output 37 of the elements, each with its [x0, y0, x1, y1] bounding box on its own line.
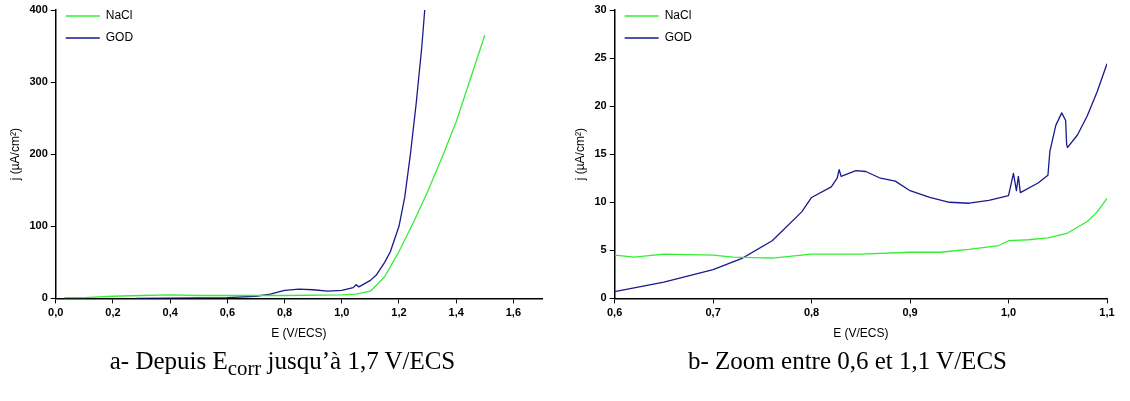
y-tick-label: 30 [594, 3, 607, 16]
legend-label: GOD [105, 30, 134, 45]
x-tick-label: 1,1 [1099, 306, 1115, 319]
y-tick-label: 0 [600, 291, 607, 304]
x-tick-label: 1,0 [334, 306, 350, 319]
y-axis-title: j (µA/cm²) [7, 128, 22, 182]
y-tick-label: 15 [594, 147, 607, 160]
x-tick-label: 1,6 [505, 306, 522, 319]
x-tick-label: 0,6 [606, 306, 623, 319]
x-tick-label: 0,9 [902, 306, 918, 319]
y-tick-label: 300 [29, 75, 48, 88]
y-tick-label: 20 [594, 99, 607, 112]
x-axis-title: E (V/ECS) [271, 326, 327, 341]
y-tick-label: 25 [594, 51, 607, 64]
x-tick-label: 0,8 [276, 306, 293, 319]
x-tick-label: 1,0 [1000, 306, 1017, 319]
x-tick-label: 0,2 [105, 306, 121, 319]
y-tick-label: 200 [29, 147, 48, 160]
text: b- Zoom entre 0,6 et 1,1 V/ECS [687, 347, 1008, 375]
x-tick-label: 0,4 [162, 306, 179, 319]
y-tick-label: 400 [29, 3, 48, 16]
legend-label: GOD [664, 30, 693, 45]
x-tick-label: 0,7 [705, 306, 721, 319]
legend-label: NaCl [105, 8, 133, 23]
legend-label: NaCl [664, 8, 692, 23]
text: a- Depuis E$_{corr}$ jusqu’à 1,7 V/ECS [108, 347, 457, 381]
x-tick-label: 0,0 [48, 306, 64, 319]
y-tick-label: 0 [41, 291, 48, 304]
x-tick-label: 0,6 [219, 306, 236, 319]
y-tick-label: 10 [594, 195, 607, 208]
x-tick-label: 1,4 [448, 306, 465, 319]
y-axis-title: j (µA/cm²) [572, 128, 587, 182]
y-tick-label: 5 [600, 243, 607, 256]
x-tick-label: 0,8 [803, 306, 820, 319]
x-axis-title: E (V/ECS) [833, 326, 889, 341]
y-tick-label: 100 [29, 219, 48, 232]
x-tick-label: 1,2 [391, 306, 407, 319]
